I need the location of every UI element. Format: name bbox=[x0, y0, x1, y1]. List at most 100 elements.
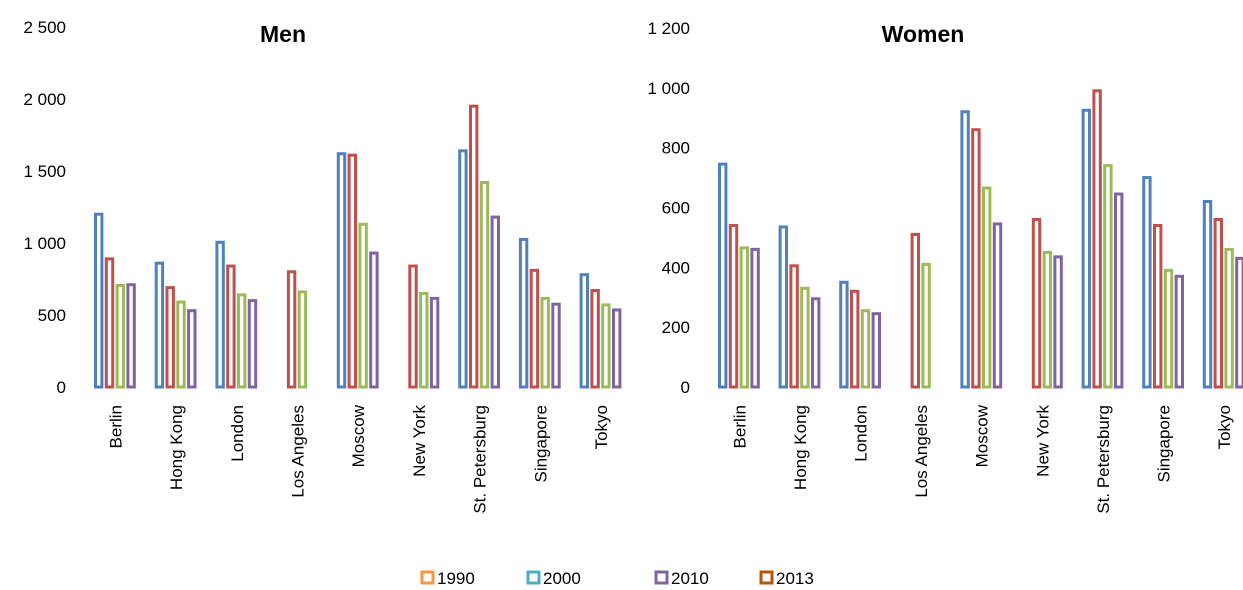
women-y-tick-label: 1 000 bbox=[647, 79, 690, 98]
legend-swatch bbox=[526, 570, 541, 585]
men-bar-hong-kong-1990 bbox=[154, 261, 165, 389]
legend-swatch bbox=[654, 570, 669, 585]
women-x-tick-label: Singapore bbox=[1155, 405, 1174, 483]
men-chart-title: Men bbox=[260, 21, 306, 47]
women-bar-singapore-1990 bbox=[1142, 176, 1152, 389]
men-y-tick-label: 1 500 bbox=[23, 162, 66, 181]
women-x-tick-label: Moscow bbox=[973, 404, 992, 467]
women-y-tick-label: 400 bbox=[662, 258, 690, 277]
men-bar-london-2013 bbox=[247, 299, 258, 389]
men-bar-london-2000 bbox=[226, 264, 236, 389]
men-bar-hong-kong-2013 bbox=[187, 309, 197, 389]
men-y-tick-label: 2 500 bbox=[23, 18, 66, 37]
men-bars bbox=[94, 104, 622, 389]
women-bar-berlin-2010 bbox=[739, 246, 749, 389]
men-y-axis-ticks: 0 500 1 000 1 500 2 000 2 500 bbox=[23, 18, 66, 397]
men-bar-st-petersburg-2010 bbox=[479, 181, 490, 389]
men-bar-moscow-2000 bbox=[347, 153, 358, 389]
women-bar-singapore-2013 bbox=[1174, 274, 1184, 389]
women-bar-london-2000 bbox=[850, 289, 860, 389]
men-bar-berlin-2010 bbox=[115, 283, 125, 389]
women-x-tick-label: Berlin bbox=[730, 405, 749, 448]
men-x-axis-ticks: Berlin Hong Kong London Los Angeles Moscow Ne… bbox=[106, 404, 611, 513]
women-bar-hong-kong-2000 bbox=[789, 264, 799, 389]
women-x-axis-ticks: Berlin Hong Kong London Los Angeles Moscow Ne… bbox=[730, 404, 1234, 513]
women-chart-title: Women bbox=[882, 21, 965, 47]
women-y-tick-label: 800 bbox=[662, 139, 690, 158]
women-bar-st-petersburg-2010 bbox=[1103, 164, 1113, 389]
legend-item-2010: 2010 bbox=[654, 569, 709, 588]
men-bar-hong-kong-2000 bbox=[165, 286, 175, 389]
men-bar-tokyo-1990 bbox=[579, 273, 589, 389]
men-bar-moscow-2010 bbox=[358, 222, 368, 389]
men-bar-moscow-1990 bbox=[336, 152, 347, 389]
legend-label: 2010 bbox=[671, 569, 709, 588]
men-bar-new-york-2000 bbox=[408, 264, 418, 389]
men-bar-st-petersburg-1990 bbox=[458, 149, 468, 389]
men-bar-st-petersburg-2000 bbox=[469, 104, 479, 389]
women-x-tick-label: London bbox=[852, 405, 871, 462]
women-x-tick-label: Tokyo bbox=[1215, 405, 1234, 449]
women-bar-st-petersburg-1990 bbox=[1081, 108, 1091, 389]
men-bar-london-1990 bbox=[215, 240, 225, 389]
men-bar-los-angeles-2010 bbox=[297, 290, 308, 389]
women-bar-berlin-2000 bbox=[728, 223, 739, 389]
women-bar-tokyo-2000 bbox=[1213, 217, 1223, 389]
men-x-tick-label: Tokyo bbox=[592, 405, 611, 449]
women-bar-tokyo-2010 bbox=[1224, 247, 1234, 389]
legend-label: 2013 bbox=[776, 569, 814, 588]
women-bar-london-2010 bbox=[860, 309, 871, 389]
men-bar-tokyo-2010 bbox=[601, 303, 611, 389]
men-x-tick-label: New York bbox=[410, 405, 429, 477]
women-y-tick-label: 200 bbox=[662, 318, 690, 337]
women-bar-hong-kong-2013 bbox=[811, 297, 821, 389]
women-bar-london-2013 bbox=[871, 312, 881, 389]
women-bar-berlin-2013 bbox=[750, 247, 760, 389]
women-bar-moscow-2013 bbox=[992, 222, 1003, 389]
men-bar-berlin-2013 bbox=[126, 283, 136, 389]
women-bar-los-angeles-2010 bbox=[921, 262, 931, 389]
women-bar-new-york-2000 bbox=[1031, 217, 1042, 389]
men-y-tick-label: 1 000 bbox=[23, 234, 66, 253]
men-bar-singapore-2010 bbox=[540, 296, 550, 389]
men-x-tick-label: Singapore bbox=[531, 405, 550, 483]
legend-swatch bbox=[420, 570, 435, 585]
men-bar-moscow-2013 bbox=[369, 251, 379, 389]
women-x-tick-label: Los Angeles bbox=[912, 405, 931, 498]
women-x-tick-label: St. Petersburg bbox=[1094, 405, 1113, 514]
men-x-tick-label: Hong Kong bbox=[167, 405, 186, 490]
men-y-tick-label: 500 bbox=[38, 306, 66, 325]
women-bar-london-1990 bbox=[839, 280, 849, 389]
women-bar-singapore-2000 bbox=[1153, 223, 1163, 389]
men-bar-new-york-2013 bbox=[429, 296, 440, 389]
women-bar-hong-kong-1990 bbox=[778, 225, 788, 389]
men-bar-los-angeles-2000 bbox=[286, 270, 297, 389]
men-bar-singapore-2013 bbox=[551, 302, 561, 389]
men-x-tick-label: St. Petersburg bbox=[471, 405, 490, 514]
legend-swatch bbox=[759, 570, 774, 585]
men-bar-berlin-2000 bbox=[104, 257, 115, 389]
men-x-tick-label: Moscow bbox=[349, 404, 368, 467]
men-x-tick-label: Los Angeles bbox=[288, 405, 307, 498]
women-bar-moscow-1990 bbox=[960, 110, 970, 389]
women-chart-panel: Women 0 200 400 600 800 1 000 1 200 Berlin Hong… bbox=[647, 19, 1243, 514]
men-bar-tokyo-2000 bbox=[590, 289, 600, 389]
legend-label: 1990 bbox=[437, 569, 475, 588]
women-y-tick-label: 600 bbox=[662, 199, 690, 218]
women-bar-moscow-2010 bbox=[982, 186, 992, 389]
men-bar-london-2010 bbox=[237, 293, 247, 389]
women-x-tick-label: Hong Kong bbox=[791, 405, 810, 490]
women-bars bbox=[718, 89, 1243, 389]
men-x-tick-label: London bbox=[228, 405, 247, 462]
women-bar-los-angeles-2000 bbox=[910, 232, 920, 389]
women-x-tick-label: New York bbox=[1033, 405, 1052, 477]
legend-item-1990: 1990 bbox=[420, 569, 475, 588]
women-y-axis-ticks: 0 200 400 600 800 1 000 1 200 bbox=[647, 19, 690, 397]
women-y-tick-label: 1 200 bbox=[647, 19, 690, 38]
men-bar-singapore-2000 bbox=[529, 268, 540, 389]
legend-label: 2000 bbox=[543, 569, 581, 588]
legend-item-2013: 2013 bbox=[759, 569, 814, 588]
men-bar-st-petersburg-2013 bbox=[490, 215, 501, 389]
men-bar-berlin-1990 bbox=[94, 212, 104, 389]
